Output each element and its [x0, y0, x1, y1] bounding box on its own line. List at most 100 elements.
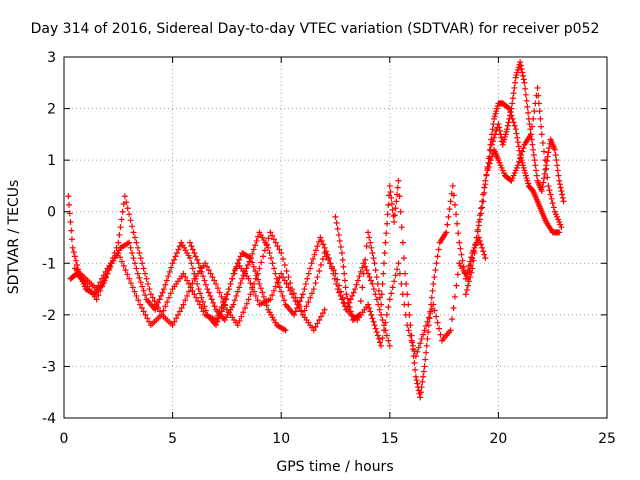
- data-point: [375, 287, 382, 294]
- data-point: [519, 148, 526, 155]
- data-point: [153, 301, 160, 308]
- data-point: [462, 291, 469, 298]
- data-point: [144, 315, 151, 322]
- data-point: [417, 340, 424, 347]
- data-point: [231, 297, 238, 304]
- y-tick-label: 2: [47, 102, 56, 118]
- x-tick-label: 0: [60, 431, 69, 447]
- data-point: [421, 363, 428, 370]
- data-point: [401, 301, 408, 308]
- data-point: [275, 280, 282, 287]
- data-point: [127, 217, 134, 224]
- plot-frame: [63, 56, 608, 419]
- data-point: [278, 270, 285, 277]
- data-point: [497, 131, 504, 138]
- data-point: [385, 304, 392, 311]
- data-point: [541, 148, 548, 155]
- data-point: [559, 191, 566, 198]
- data-point: [543, 165, 550, 172]
- data-point: [485, 164, 492, 171]
- data-point: [213, 322, 220, 329]
- data-point: [210, 299, 217, 306]
- data-point: [187, 284, 194, 291]
- data-point: [468, 269, 475, 276]
- data-point: [383, 220, 390, 227]
- data-point: [551, 146, 558, 153]
- data-point: [336, 289, 343, 296]
- data-point: [140, 265, 147, 272]
- data-point: [267, 229, 274, 236]
- data-point: [118, 258, 125, 265]
- data-point: [402, 270, 409, 277]
- data-point: [267, 296, 274, 303]
- data-point: [175, 311, 182, 318]
- data-point: [530, 115, 537, 122]
- data-point: [386, 296, 393, 303]
- data-point: [413, 377, 420, 384]
- data-point: [388, 290, 395, 297]
- data-point: [243, 300, 250, 307]
- data-point: [548, 195, 555, 202]
- data-point: [250, 263, 257, 270]
- data-point: [367, 277, 374, 284]
- data-point: [321, 306, 328, 313]
- data-point: [317, 234, 324, 241]
- data-point: [198, 268, 205, 275]
- data-point: [421, 327, 428, 334]
- x-tick-label: 25: [598, 431, 616, 447]
- data-point: [189, 280, 196, 287]
- data-point: [516, 158, 523, 165]
- data-point: [467, 274, 474, 281]
- data-point: [368, 244, 375, 251]
- data-point: [116, 231, 123, 238]
- data-point: [391, 219, 398, 226]
- data-point: [511, 84, 518, 91]
- data-point: [211, 303, 218, 310]
- data-point: [362, 263, 369, 270]
- data-point: [200, 308, 207, 315]
- data-point: [507, 109, 514, 116]
- data-point: [192, 253, 199, 260]
- data-point: [201, 277, 208, 284]
- data-point: [328, 265, 335, 272]
- data-point: [143, 275, 150, 282]
- y-tick-label: -2: [42, 308, 56, 324]
- data-point: [333, 219, 340, 226]
- data-point: [369, 315, 376, 322]
- data-point: [251, 280, 258, 287]
- data-point: [377, 339, 384, 346]
- data-point: [136, 274, 143, 281]
- data-point: [99, 283, 106, 290]
- data-point: [197, 264, 204, 271]
- data-point: [133, 239, 140, 246]
- data-point: [504, 126, 511, 133]
- data-point: [158, 292, 165, 299]
- data-point: [399, 239, 406, 246]
- data-point: [531, 108, 538, 115]
- data-point: [339, 256, 346, 263]
- data-point: [232, 265, 239, 272]
- data-point: [95, 282, 102, 289]
- data-point: [505, 104, 512, 111]
- data-point: [124, 271, 131, 278]
- data-point: [242, 268, 248, 275]
- data-point: [424, 335, 431, 342]
- data-point: [270, 236, 277, 243]
- data-point: [149, 294, 156, 301]
- data-point: [280, 274, 287, 281]
- data-point: [347, 308, 354, 315]
- data-point: [538, 123, 545, 130]
- data-point: [314, 274, 321, 281]
- data-point: [131, 234, 138, 241]
- data-point: [156, 308, 163, 315]
- data-point: [95, 292, 102, 299]
- data-point: [321, 244, 328, 251]
- data-point: [443, 229, 450, 236]
- data-point: [370, 255, 377, 262]
- data-point: [249, 259, 256, 266]
- data-point: [407, 332, 414, 339]
- data-point: [176, 308, 183, 315]
- data-point: [160, 286, 167, 293]
- data-point: [359, 284, 366, 291]
